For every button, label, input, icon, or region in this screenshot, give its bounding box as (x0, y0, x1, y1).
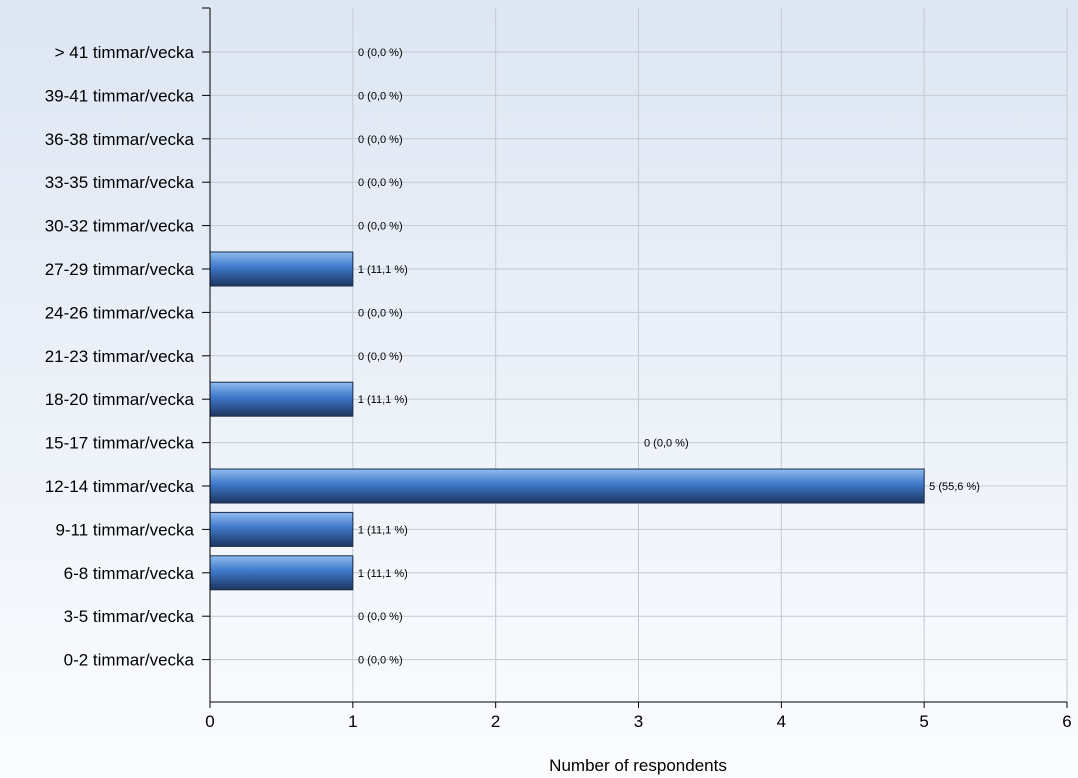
data-label: 1 (11,1 %) (358, 568, 408, 580)
bar (209, 555, 354, 591)
category-label: 30-32 timmar/vecka (45, 217, 195, 236)
bar (209, 381, 354, 417)
category-label: > 41 timmar/vecka (55, 43, 195, 62)
axes (202, 7, 1068, 708)
data-label: 0 (0,0 %) (358, 177, 403, 189)
labels: 0 1 2 3 4 5 6 > 41 timmar/vecka 0 (0,0 %) 39-41 t… (45, 43, 1072, 731)
category-label: 21-23 timmar/vecka (45, 347, 195, 366)
category-label: 15-17 timmar/vecka (45, 434, 195, 453)
data-label: 0 (0,0 %) (358, 351, 403, 363)
category-label: 18-20 timmar/vecka (45, 390, 195, 409)
category-label: 33-35 timmar/vecka (45, 173, 195, 192)
x-axis-title: Number of respondents (549, 756, 727, 775)
x-tick-label: 6 (1062, 712, 1071, 731)
x-tick-label: 3 (634, 712, 643, 731)
data-label: 0 (0,0 %) (358, 47, 403, 59)
data-label: 5 (55,6 %) (929, 481, 980, 493)
category-label: 39-41 timmar/vecka (45, 86, 195, 105)
x-tick-label: 1 (348, 712, 357, 731)
grid-lines (210, 8, 1068, 702)
x-tick-label: 2 (491, 712, 500, 731)
data-label: 1 (11,1 %) (358, 264, 408, 276)
bar (209, 511, 354, 547)
data-label: 0 (0,0 %) (358, 90, 403, 102)
data-label: 0 (0,0 %) (358, 134, 403, 146)
data-label: 1 (11,1 %) (358, 524, 408, 536)
data-label: 0 (0,0 %) (358, 611, 403, 623)
category-label: 24-26 timmar/vecka (45, 303, 195, 322)
category-label: 9-11 timmar/vecka (55, 520, 194, 539)
category-label: 3-5 timmar/vecka (64, 607, 195, 626)
x-tick-label: 5 (919, 712, 928, 731)
data-label: 0 (0,0 %) (644, 438, 689, 450)
x-tick-label: 0 (205, 712, 214, 731)
category-label: 6-8 timmar/vecka (64, 564, 195, 583)
bars (209, 251, 925, 591)
category-label: 12-14 timmar/vecka (45, 477, 195, 496)
bar (209, 468, 925, 504)
bar (209, 251, 354, 287)
category-label: 0-2 timmar/vecka (64, 651, 195, 670)
data-label: 1 (11,1 %) (358, 394, 408, 406)
data-label: 0 (0,0 %) (358, 655, 403, 667)
x-tick-label: 4 (777, 712, 786, 731)
category-label: 27-29 timmar/vecka (45, 260, 195, 279)
data-label: 0 (0,0 %) (358, 307, 403, 319)
category-label: 36-38 timmar/vecka (45, 130, 195, 149)
data-label: 0 (0,0 %) (358, 221, 403, 233)
